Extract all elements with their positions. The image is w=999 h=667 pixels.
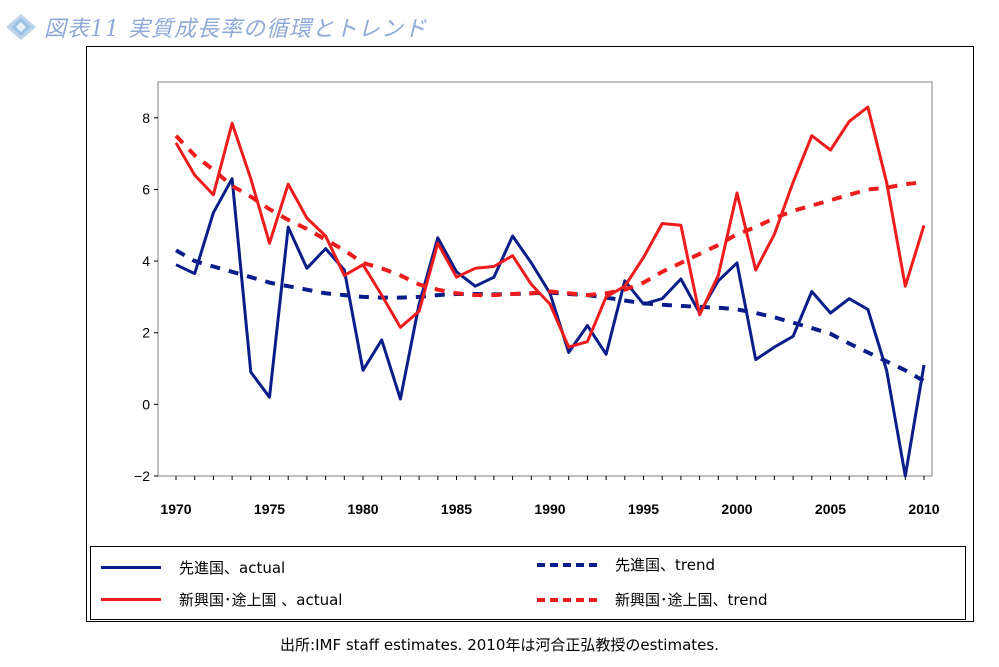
legend-label: 新興国･途上国 、actual <box>179 591 343 609</box>
series-line-3 <box>174 105 926 349</box>
x-tick-label: 1995 <box>628 501 659 517</box>
source-note: 出所:IMF staff estimates. 2010年は河合正弘教授のest… <box>280 636 719 654</box>
x-tick-label: 1985 <box>441 501 472 517</box>
series-line-4 <box>174 134 925 298</box>
legend-label: 新興国･途上国、trend <box>615 591 768 609</box>
legend-label: 先進国、actual <box>179 559 286 577</box>
diamond-logo-icon <box>6 14 36 40</box>
y-tick-label: 6 <box>142 181 150 197</box>
legend-swatch <box>537 597 597 602</box>
x-tick-label: 1990 <box>534 501 565 517</box>
y-tick-label: 0 <box>142 396 150 412</box>
x-tick-label: 1980 <box>347 501 378 517</box>
legend-item: 新興国･途上国、trend <box>537 589 767 610</box>
plot-area <box>157 81 933 477</box>
page-title: 図表11 実質成長率の循環とトレンド <box>44 17 427 42</box>
y-tick-label: −2 <box>134 468 150 484</box>
x-tick-label: 2000 <box>721 501 752 517</box>
legend-label: 先進国、trend <box>615 556 715 574</box>
y-tick-label: 2 <box>142 325 150 341</box>
x-tick-label: 2005 <box>815 501 846 517</box>
x-tick-label: 2010 <box>908 501 939 517</box>
y-tick-label: 8 <box>142 110 150 126</box>
y-tick-label: 4 <box>142 253 150 269</box>
chart-frame <box>86 46 974 622</box>
legend-item: 先進国、actual <box>101 557 285 578</box>
legend-item: 先進国、trend <box>537 554 715 575</box>
legend-item: 新興国･途上国 、actual <box>101 589 342 610</box>
legend-swatch <box>537 562 597 567</box>
legend-swatch <box>101 566 161 569</box>
x-tick-label: 1970 <box>160 501 191 517</box>
x-tick-label: 1975 <box>254 501 285 517</box>
legend-swatch <box>101 598 161 601</box>
chart-legend: 先進国、actual 先進国、trend 新興国･途上国 、actual 新興国･途上… <box>90 546 966 620</box>
title-bar: 図表11 実質成長率の循環とトレンド <box>4 10 427 44</box>
